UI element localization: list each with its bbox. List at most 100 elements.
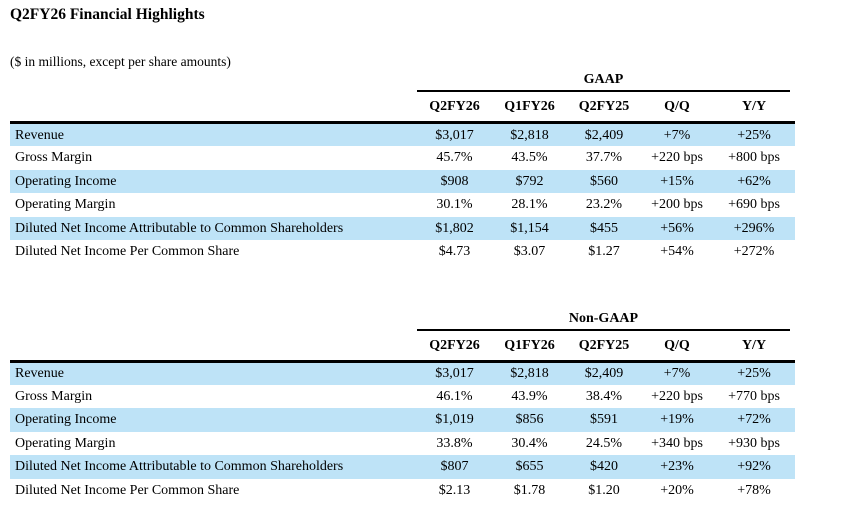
cell-value: $4.73 xyxy=(438,244,471,260)
row-label: Operating Margin xyxy=(15,197,116,213)
gaap-group-label: GAAP xyxy=(417,71,790,92)
row-label: Diluted Net Income Attributable to Commo… xyxy=(10,455,417,479)
column-header-yoy: Y/Y xyxy=(713,330,795,363)
cell-value: 45.7% xyxy=(436,150,473,166)
cell-value: $3,017 xyxy=(417,361,492,385)
column-header-q2fy25: Q2FY25 xyxy=(567,92,641,124)
cell-value: +72% xyxy=(713,408,795,432)
cell-value: 46.1% xyxy=(436,388,473,404)
cell-value: $1.27 xyxy=(588,244,620,260)
cell-value: 37.7% xyxy=(585,150,623,166)
cell-value: +220 bps xyxy=(651,388,703,404)
cell-value: 33.8% xyxy=(436,435,473,451)
table-row-diluted-net-income: Diluted Net Income Attributable to Commo… xyxy=(10,216,795,240)
cell-value: +800 bps xyxy=(728,150,780,166)
table-row-diluted-eps: Diluted Net Income Per Common Share $2.1… xyxy=(10,479,795,503)
column-header-yoy: Y/Y xyxy=(713,92,795,124)
cell-value: +23% xyxy=(641,455,713,479)
cell-value: $3,017 xyxy=(417,122,492,146)
column-header-q2fy26: Q2FY26 xyxy=(417,330,492,363)
cell-value: 43.9% xyxy=(511,388,548,404)
cell-value: +7% xyxy=(641,122,713,146)
cell-value: $2,409 xyxy=(567,361,641,385)
cell-value: +930 bps xyxy=(728,435,780,451)
row-label: Gross Margin xyxy=(15,150,93,166)
column-header-qoq: Q/Q xyxy=(641,92,713,124)
cell-value: $2,818 xyxy=(492,361,567,385)
cell-value: +7% xyxy=(641,361,713,385)
cell-value: +25% xyxy=(713,361,795,385)
page-title: Q2FY26 Financial Highlights xyxy=(10,6,205,23)
non-gaap-section: Non-GAAP Q2FY26 Q1FY26 Q2FY25 Q/Q Y/Y Re… xyxy=(10,310,795,503)
cell-value: +62% xyxy=(713,169,795,193)
row-label: Revenue xyxy=(10,361,417,385)
table-row-revenue: Revenue $3,017 $2,818 $2,409 +7% +25% xyxy=(10,122,795,146)
cell-value: +272% xyxy=(733,244,775,260)
cell-value: $1,154 xyxy=(492,216,567,240)
column-header-qoq: Q/Q xyxy=(641,330,713,363)
units-note: ($ in millions, except per share amounts… xyxy=(10,54,231,69)
cell-value: +340 bps xyxy=(651,435,703,451)
row-label: Diluted Net Income Per Common Share xyxy=(15,244,240,260)
cell-value: 24.5% xyxy=(585,435,623,451)
column-header-q1fy26: Q1FY26 xyxy=(492,330,567,363)
table-row-diluted-net-income: Diluted Net Income Attributable to Commo… xyxy=(10,455,795,479)
cell-value: +15% xyxy=(641,169,713,193)
cell-value: +78% xyxy=(737,482,771,498)
row-label: Operating Margin xyxy=(15,435,116,451)
cell-value: $1,802 xyxy=(417,216,492,240)
non-gaap-table: Q2FY26 Q1FY26 Q2FY25 Q/Q Y/Y Revenue $3,… xyxy=(10,330,795,503)
row-label: Operating Income xyxy=(10,408,417,432)
cell-value: +92% xyxy=(713,455,795,479)
cell-value: +220 bps xyxy=(651,150,703,166)
cell-value: +20% xyxy=(660,482,694,498)
cell-value: +56% xyxy=(641,216,713,240)
cell-value: 38.4% xyxy=(585,388,623,404)
column-header-q1fy26: Q1FY26 xyxy=(492,92,567,124)
table-row-diluted-eps: Diluted Net Income Per Common Share $4.7… xyxy=(10,240,795,264)
row-label: Revenue xyxy=(10,122,417,146)
cell-value: $1.78 xyxy=(513,482,546,498)
cell-value: +770 bps xyxy=(728,388,780,404)
table-row-revenue: Revenue $3,017 $2,818 $2,409 +7% +25% xyxy=(10,361,795,385)
cell-value: 30.4% xyxy=(511,435,548,451)
cell-value: +54% xyxy=(660,244,694,260)
gaap-header-row: Q2FY26 Q1FY26 Q2FY25 Q/Q Y/Y xyxy=(10,92,795,124)
table-row-operating-margin: Operating Margin 30.1% 28.1% 23.2% +200 … xyxy=(10,193,795,217)
table-row-operating-income: Operating Income $908 $792 $560 +15% +62… xyxy=(10,169,795,193)
cell-value: $807 xyxy=(417,455,492,479)
column-header-q2fy25: Q2FY25 xyxy=(567,330,641,363)
table-row-operating-margin: Operating Margin 33.8% 30.4% 24.5% +340 … xyxy=(10,432,795,456)
cell-value: +296% xyxy=(713,216,795,240)
cell-value: $2.13 xyxy=(438,482,471,498)
cell-value: $2,818 xyxy=(492,122,567,146)
table-row-gross-margin: Gross Margin 45.7% 43.5% 37.7% +220 bps … xyxy=(10,146,795,170)
cell-value: $856 xyxy=(492,408,567,432)
cell-value: $591 xyxy=(567,408,641,432)
gaap-section: GAAP Q2FY26 Q1FY26 Q2FY25 Q/Q Y/Y Revenu… xyxy=(10,71,795,264)
cell-value: $1,019 xyxy=(417,408,492,432)
empty-header-cell xyxy=(10,330,417,363)
cell-value: $655 xyxy=(492,455,567,479)
table-row-operating-income: Operating Income $1,019 $856 $591 +19% +… xyxy=(10,408,795,432)
cell-value: $792 xyxy=(492,169,567,193)
column-header-q2fy26: Q2FY26 xyxy=(417,92,492,124)
cell-value: +19% xyxy=(641,408,713,432)
cell-value: $560 xyxy=(567,169,641,193)
cell-value: $908 xyxy=(417,169,492,193)
non-gaap-header-row: Q2FY26 Q1FY26 Q2FY25 Q/Q Y/Y xyxy=(10,330,795,363)
cell-value: $3.07 xyxy=(513,244,546,260)
cell-value: $1.20 xyxy=(588,482,620,498)
cell-value: 28.1% xyxy=(511,197,548,213)
table-row-gross-margin: Gross Margin 46.1% 43.9% 38.4% +220 bps … xyxy=(10,385,795,409)
row-label: Diluted Net Income Per Common Share xyxy=(15,482,240,498)
cell-value: $2,409 xyxy=(567,122,641,146)
cell-value: +690 bps xyxy=(728,197,780,213)
gaap-table: Q2FY26 Q1FY26 Q2FY25 Q/Q Y/Y Revenue $3,… xyxy=(10,92,795,264)
cell-value: $420 xyxy=(567,455,641,479)
cell-value: $455 xyxy=(567,216,641,240)
cell-value: +200 bps xyxy=(651,197,703,213)
row-label: Gross Margin xyxy=(15,388,93,404)
cell-value: 23.2% xyxy=(585,197,623,213)
